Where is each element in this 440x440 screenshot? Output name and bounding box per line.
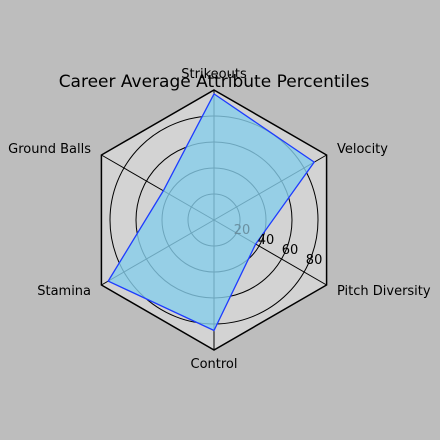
category-labels: Strikeouts Velocity Pitch Diversity Control… — [8, 67, 431, 372]
radial-tick-label: 80 — [306, 253, 323, 268]
category-label: Stamina — [37, 284, 91, 299]
series-area — [107, 92, 316, 332]
series-layer — [107, 92, 316, 332]
category-label: Strikeouts — [181, 67, 247, 82]
radial-tick-label: 60 — [282, 243, 299, 258]
category-label: Control — [191, 357, 238, 372]
category-label: Ground Balls — [8, 142, 91, 157]
radial-tick-label: 40 — [258, 233, 275, 248]
radar-frame — [100, 89, 328, 351]
category-label: Pitch Diversity — [337, 284, 431, 299]
chart-title: Career Average Attribute Percentiles — [59, 72, 370, 92]
category-label: Velocity — [337, 142, 388, 157]
radial-tick-labels: 20 40 60 80 — [234, 223, 323, 268]
radial-tick-label: 20 — [234, 223, 251, 238]
